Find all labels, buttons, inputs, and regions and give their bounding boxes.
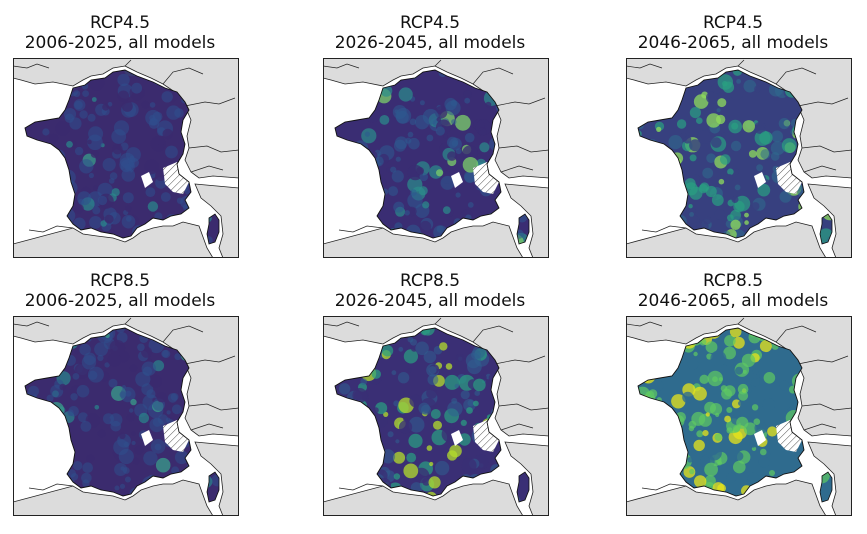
map-canvas	[13, 316, 239, 516]
neighbour-land	[13, 58, 239, 179]
panel-title-scenario: RCP8.5	[399, 271, 461, 291]
map-canvas	[13, 58, 239, 258]
no-data-hatch	[776, 162, 802, 194]
panel-title-scenario: RCP8.5	[702, 271, 764, 291]
panel-title-period: 2046-2065, all models	[637, 33, 829, 53]
panel-title-period: 2006-2025, all models	[24, 291, 216, 311]
map-panel-rcp45-2046-2065: RCP4.5 2046-2065, all models	[618, 10, 852, 272]
neighbour-land	[323, 58, 549, 179]
map-canvas	[626, 316, 852, 516]
map-panel-rcp85-2046-2065: RCP8.5 2046-2065, all models	[618, 268, 852, 530]
map-canvas	[626, 58, 852, 258]
no-data-hatch	[163, 162, 189, 194]
neighbour-land	[626, 221, 827, 258]
map-panel-rcp45-2006-2025: RCP4.5 2006-2025, all models	[5, 10, 239, 272]
france-map	[13, 316, 239, 516]
neighbour-land	[504, 183, 549, 258]
panel-title-period: 2046-2065, all models	[637, 291, 829, 311]
panel-title-period: 2026-2045, all models	[334, 291, 526, 311]
france-map	[626, 58, 852, 258]
neighbour-land	[323, 221, 524, 258]
map-panel-rcp45-2026-2045: RCP4.5 2026-2045, all models	[315, 10, 549, 272]
neighbour-land	[13, 316, 239, 437]
neighbour-land	[626, 316, 852, 437]
neighbour-land	[13, 221, 214, 258]
map-panel-rcp85-2026-2045: RCP8.5 2026-2045, all models	[315, 268, 549, 530]
neighbour-land	[626, 479, 827, 516]
neighbour-land	[323, 316, 549, 437]
france-map	[626, 316, 852, 516]
no-data-hatch	[776, 420, 802, 452]
neighbour-land	[807, 441, 852, 516]
panel-title-scenario: RCP4.5	[89, 13, 151, 33]
neighbour-land	[504, 441, 549, 516]
france-map	[323, 316, 549, 516]
panel-title-period: 2026-2045, all models	[334, 33, 526, 53]
map-canvas	[323, 58, 549, 258]
neighbour-land	[194, 183, 239, 258]
no-data-hatch	[473, 420, 499, 452]
panel-title-scenario: RCP8.5	[89, 271, 151, 291]
france-map	[323, 58, 549, 258]
france-map	[13, 58, 239, 258]
no-data-hatch	[473, 162, 499, 194]
neighbour-land	[807, 183, 852, 258]
panel-title-period: 2006-2025, all models	[24, 33, 216, 53]
no-data-hatch	[163, 420, 189, 452]
neighbour-land	[194, 441, 239, 516]
neighbour-land	[323, 479, 524, 516]
map-canvas	[323, 316, 549, 516]
panel-title-scenario: RCP4.5	[702, 13, 764, 33]
neighbour-land	[13, 479, 214, 516]
neighbour-land	[626, 58, 852, 179]
panel-title-scenario: RCP4.5	[399, 13, 461, 33]
map-panel-rcp85-2006-2025: RCP8.5 2006-2025, all models	[5, 268, 239, 530]
